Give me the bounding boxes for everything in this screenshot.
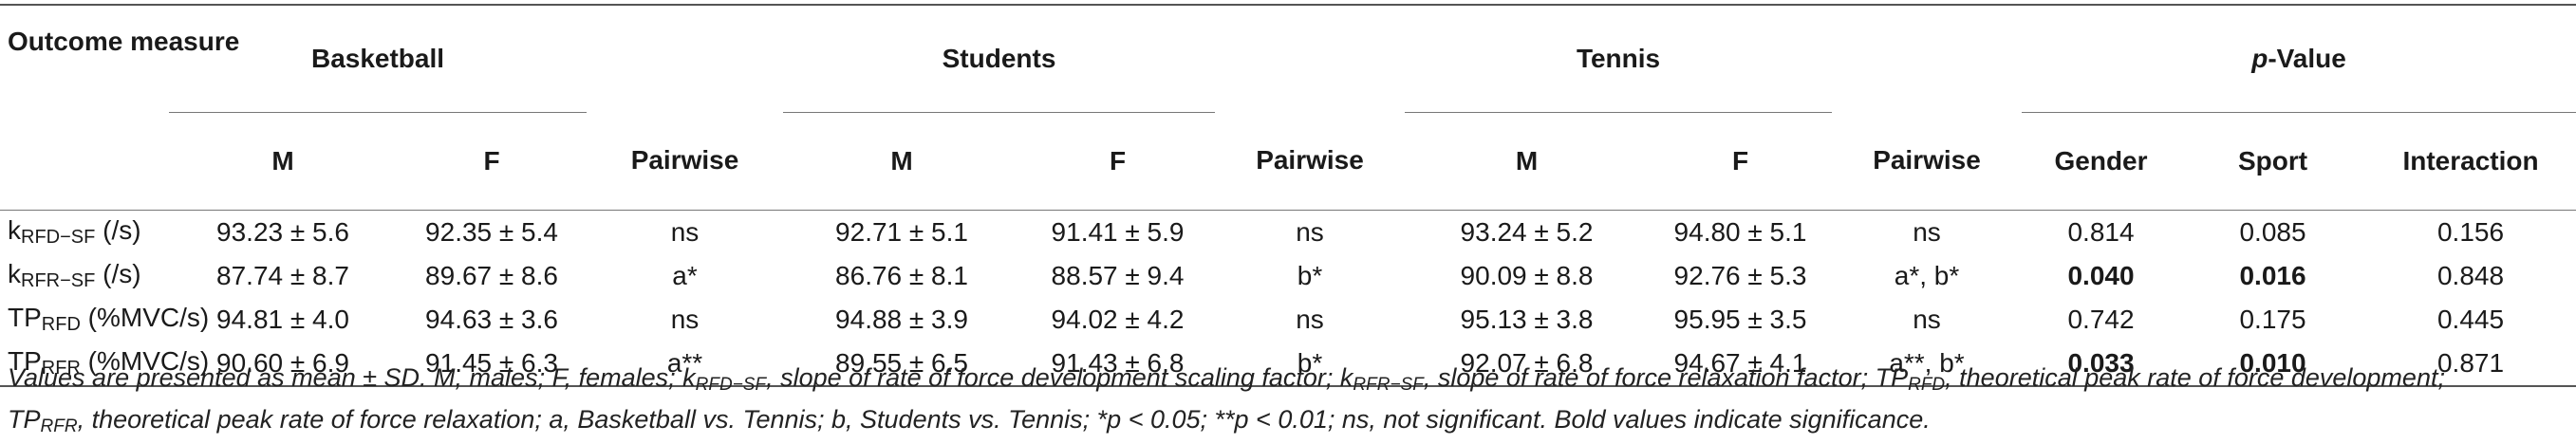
- tennis-header: Tennis: [1405, 5, 1833, 113]
- spacer: [1832, 5, 2022, 112]
- cell: 95.13 ± 3.8: [1460, 304, 1594, 334]
- table-figure: Outcome measure Basketball Students Tenn…: [0, 4, 2576, 436]
- spacer: [0, 112, 169, 211]
- cell: 88.57 ± 9.4: [1051, 260, 1185, 290]
- cell: 94.67 ± 4.1: [1649, 341, 1833, 387]
- row-label: TPRFD (%MVC/s): [8, 303, 210, 335]
- cell: 94.63 ± 3.6: [425, 304, 558, 334]
- cell: b*: [1215, 341, 1406, 387]
- cell: ns: [670, 304, 700, 334]
- tennis-m-header: M: [1405, 112, 1650, 211]
- cell: 0.742: [2067, 304, 2135, 334]
- cell: 94.88 ± 3.9: [835, 304, 968, 334]
- row-label: TPRFR (%MVC/s): [0, 341, 209, 387]
- cell: 0.445: [2436, 304, 2505, 334]
- cell-significant: 0.016: [2239, 260, 2306, 290]
- cell: a**, b*: [1832, 341, 2023, 387]
- cell: 0.848: [2436, 260, 2505, 290]
- outcome-measure-header: Outcome measure: [8, 27, 240, 56]
- row-label: kRFR−SF (/s): [8, 259, 141, 291]
- cell: 0.871: [2365, 341, 2576, 387]
- cell: ns: [1913, 216, 1941, 247]
- cell-significant: 0.010: [2180, 341, 2366, 387]
- basketball-header: Basketball: [169, 5, 588, 113]
- cell: 93.23 ± 5.6: [216, 216, 349, 247]
- pvalue-header: p-Value: [2022, 5, 2576, 113]
- cell: b*: [1297, 260, 1323, 290]
- cell: 92.35 ± 5.4: [425, 216, 558, 247]
- cell: a*, b*: [1894, 260, 1960, 290]
- gender-header: Gender: [2022, 112, 2181, 211]
- cell: ns: [1296, 304, 1324, 334]
- cell: 90.09 ± 8.8: [1460, 260, 1594, 290]
- cell: 91.45 ± 6.3: [397, 341, 588, 387]
- cell: 86.76 ± 8.1: [835, 260, 968, 290]
- cell: 87.74 ± 8.7: [216, 260, 349, 290]
- cell: 89.67 ± 8.6: [425, 260, 558, 290]
- table-row: TPRFR (%MVC/s) 90.60 ± 6.9 91.45 ± 6.3 a…: [0, 341, 2576, 387]
- header-row-groups: Outcome measure Basketball Students Tenn…: [0, 5, 2576, 113]
- cell: a**: [587, 341, 784, 387]
- cell: 0.175: [2239, 304, 2306, 334]
- cell: 0.814: [2067, 216, 2135, 247]
- cell: 93.24 ± 5.2: [1460, 216, 1594, 247]
- cell-significant: 0.033: [2022, 341, 2181, 387]
- students-pairwise-header: Pairwise: [1215, 112, 1406, 211]
- basketball-f-header: F: [397, 112, 588, 211]
- cell: ns: [670, 216, 700, 247]
- cell: 94.81 ± 4.0: [216, 304, 349, 334]
- cell: 94.02 ± 4.2: [1051, 304, 1185, 334]
- spacer: [1215, 5, 1405, 112]
- cell: 94.80 ± 5.1: [1673, 216, 1807, 247]
- table-row: kRFR−SF (/s) 87.74 ± 8.7 89.67 ± 8.6 a* …: [0, 254, 2576, 298]
- cell: ns: [1296, 216, 1324, 247]
- cell: 92.71 ± 5.1: [835, 216, 968, 247]
- cell: 91.43 ± 6.8: [1020, 341, 1216, 387]
- table-footnote: Values are presented as mean ± SD. M, ma…: [8, 363, 2445, 436]
- cell: 92.07 ± 6.8: [1405, 341, 1650, 387]
- cell-significant: 0.040: [2067, 260, 2135, 290]
- table-row: kRFD−SF (/s) 93.23 ± 5.6 92.35 ± 5.4 ns …: [0, 210, 2576, 254]
- students-f-header: F: [1020, 112, 1216, 211]
- row-label: kRFD−SF (/s): [8, 215, 141, 248]
- students-m-header: M: [783, 112, 1021, 211]
- tennis-f-header: F: [1649, 112, 1833, 211]
- cell: ns: [1913, 304, 1941, 334]
- basketball-m-header: M: [169, 112, 397, 211]
- tennis-pairwise-header: Pairwise: [1832, 112, 2023, 211]
- cell: 89.55 ± 6.5: [783, 341, 1021, 387]
- table-row: TPRFD (%MVC/s) 94.81 ± 4.0 94.63 ± 3.6 n…: [0, 298, 2576, 342]
- header-row-subcolumns: M F Pairwise M F Pairwise M F Pairwise G…: [0, 112, 2576, 211]
- cell: 92.76 ± 5.3: [1673, 260, 1807, 290]
- results-table: Outcome measure Basketball Students Tenn…: [0, 4, 2576, 387]
- cell: a*: [672, 260, 698, 290]
- basketball-pairwise-header: Pairwise: [587, 112, 784, 211]
- cell: 0.156: [2436, 216, 2505, 247]
- interaction-header: Interaction: [2365, 112, 2576, 211]
- cell: 95.95 ± 3.5: [1673, 304, 1807, 334]
- cell: 91.41 ± 5.9: [1051, 216, 1185, 247]
- spacer: [587, 5, 783, 112]
- sport-header: Sport: [2180, 112, 2366, 211]
- cell: 0.085: [2239, 216, 2306, 247]
- cell: 90.60 ± 6.9: [169, 341, 397, 387]
- students-header: Students: [783, 5, 1216, 113]
